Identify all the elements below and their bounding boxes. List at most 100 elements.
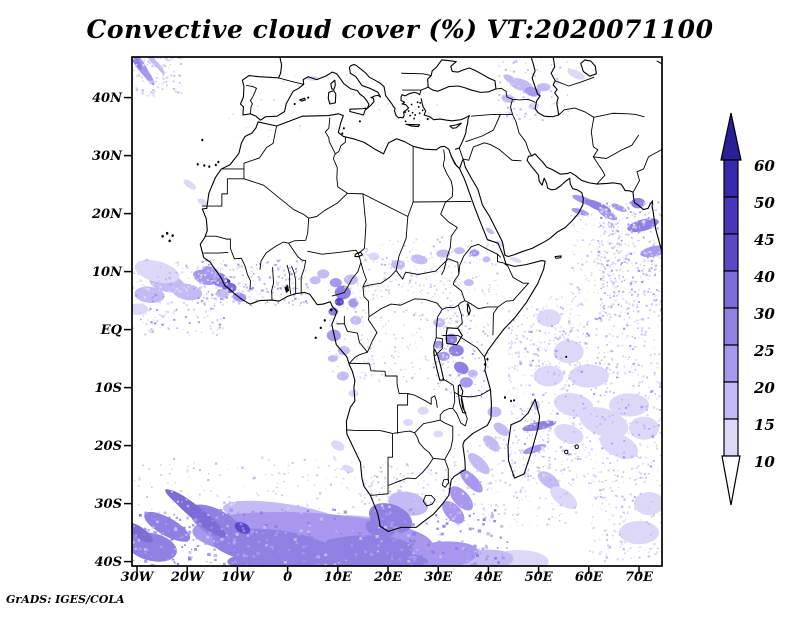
cloud-speckle xyxy=(217,269,219,271)
cloud-speckle xyxy=(606,264,609,267)
cloud-speckle xyxy=(366,518,370,522)
cloud-speckle xyxy=(613,293,615,295)
cloud-speckle xyxy=(148,82,152,85)
cloud-speckle xyxy=(567,320,571,323)
cloud-speckle xyxy=(630,236,633,239)
cloud-speckle xyxy=(604,250,606,253)
cloud-speckle xyxy=(640,329,644,333)
cloud-speckle xyxy=(388,292,391,294)
cloud-speckle xyxy=(598,242,601,245)
cloud-speckle xyxy=(211,273,213,275)
cloud-speckle xyxy=(602,270,605,273)
cloud-speckle xyxy=(149,308,152,311)
cloud-speckle xyxy=(476,341,479,343)
cloud-speckle xyxy=(279,266,282,268)
cloud-speckle xyxy=(434,563,437,566)
cloud-speckle xyxy=(555,82,558,85)
cloud-speckle xyxy=(512,495,516,498)
cloud-speckle xyxy=(612,284,615,287)
cloud-speckle xyxy=(643,430,645,432)
coastline-caspian-sea xyxy=(531,55,559,116)
cloud-speckle xyxy=(147,63,149,66)
cloud-speckle xyxy=(177,265,178,267)
cloud-speckle xyxy=(624,372,627,374)
cloud-speckle xyxy=(139,312,141,314)
cloud-speckle xyxy=(173,318,176,321)
cloud-speckle xyxy=(622,511,625,514)
cloud-speckle xyxy=(625,308,628,311)
cloud-speckle xyxy=(600,259,602,261)
cloud-speckle xyxy=(225,284,227,286)
cloud-speckle xyxy=(386,499,389,501)
cloud-speckle xyxy=(633,363,635,366)
cloud-speckle xyxy=(615,249,618,252)
cloud-speckle xyxy=(653,475,655,477)
cloud-speckle xyxy=(393,476,395,478)
cloud-speckle xyxy=(590,421,592,423)
cloud-speckle xyxy=(656,449,659,451)
cloud-speckle xyxy=(660,207,662,209)
cloud-speckle xyxy=(443,489,445,492)
cloud-speckle xyxy=(295,276,297,278)
cloud-speckle xyxy=(379,284,381,286)
cloud-speckle xyxy=(637,465,640,468)
cloud-speckle xyxy=(175,262,178,264)
cloud-speckle xyxy=(188,556,192,560)
cloud-speckle xyxy=(590,272,593,274)
cloud-speckle xyxy=(648,212,651,215)
cloud-speckle xyxy=(356,517,359,520)
cloud-speckle xyxy=(165,76,168,80)
cloud-speckle xyxy=(387,495,390,498)
cloud-speckle xyxy=(455,325,457,327)
x-tick-label: 20E xyxy=(373,570,403,585)
cloud-speckle xyxy=(436,238,439,241)
cloud-speckle xyxy=(626,321,628,324)
island-circles-mascarenes xyxy=(565,445,579,454)
cloud-speckle xyxy=(578,362,580,364)
cloud-speckle xyxy=(154,293,157,297)
cloud-speckle xyxy=(448,483,451,486)
cloud-speckle xyxy=(559,335,561,337)
cloud-speckle xyxy=(543,473,546,476)
cloud-speckle xyxy=(507,327,510,330)
cloud-speckle xyxy=(485,489,487,491)
cloud-speckle xyxy=(401,285,404,288)
cloud-speckle xyxy=(396,478,398,480)
cloud-speckle xyxy=(209,561,212,564)
cloud-speckle xyxy=(599,318,603,321)
cloud-speckle xyxy=(607,223,609,226)
cloud-speckle xyxy=(622,471,625,473)
cloud-speckle xyxy=(291,562,296,566)
cloud-speckle xyxy=(273,535,277,539)
cloud-speckle xyxy=(631,214,634,217)
cloud-speckle xyxy=(189,531,192,534)
cloud-speckle xyxy=(569,417,571,420)
cloud-speckle xyxy=(449,469,451,471)
cloud-speckle xyxy=(200,281,204,284)
cloud-speckle xyxy=(176,261,180,264)
cloud-speckle xyxy=(150,80,153,83)
cloud-speckle xyxy=(507,375,511,378)
cloud-speckle xyxy=(400,486,402,488)
cloud-speckle xyxy=(508,107,511,109)
cloud-speckle xyxy=(181,58,183,60)
cloud-speckle xyxy=(628,541,630,543)
cloud-speckle xyxy=(294,75,296,77)
cloud-speckle xyxy=(399,473,402,475)
cloud-speckle xyxy=(415,282,417,284)
cloud-speckle xyxy=(149,294,151,296)
cloud-speckle xyxy=(582,443,585,446)
cloud-speckle xyxy=(510,381,513,383)
cloud-speckle xyxy=(149,62,151,65)
cloud-speckle xyxy=(369,517,371,520)
cloud-speckle xyxy=(472,527,475,530)
cloud-speckle xyxy=(382,495,384,497)
cloud-speckle xyxy=(226,288,229,291)
cloud-speckle xyxy=(649,230,652,233)
cloud-speckle xyxy=(468,514,472,517)
cloud-speckle xyxy=(366,361,370,364)
cloud-speckle xyxy=(508,112,511,115)
cloud-speckle xyxy=(570,214,573,217)
cloud-speckle xyxy=(598,226,600,228)
cloud-speckle xyxy=(319,543,323,547)
